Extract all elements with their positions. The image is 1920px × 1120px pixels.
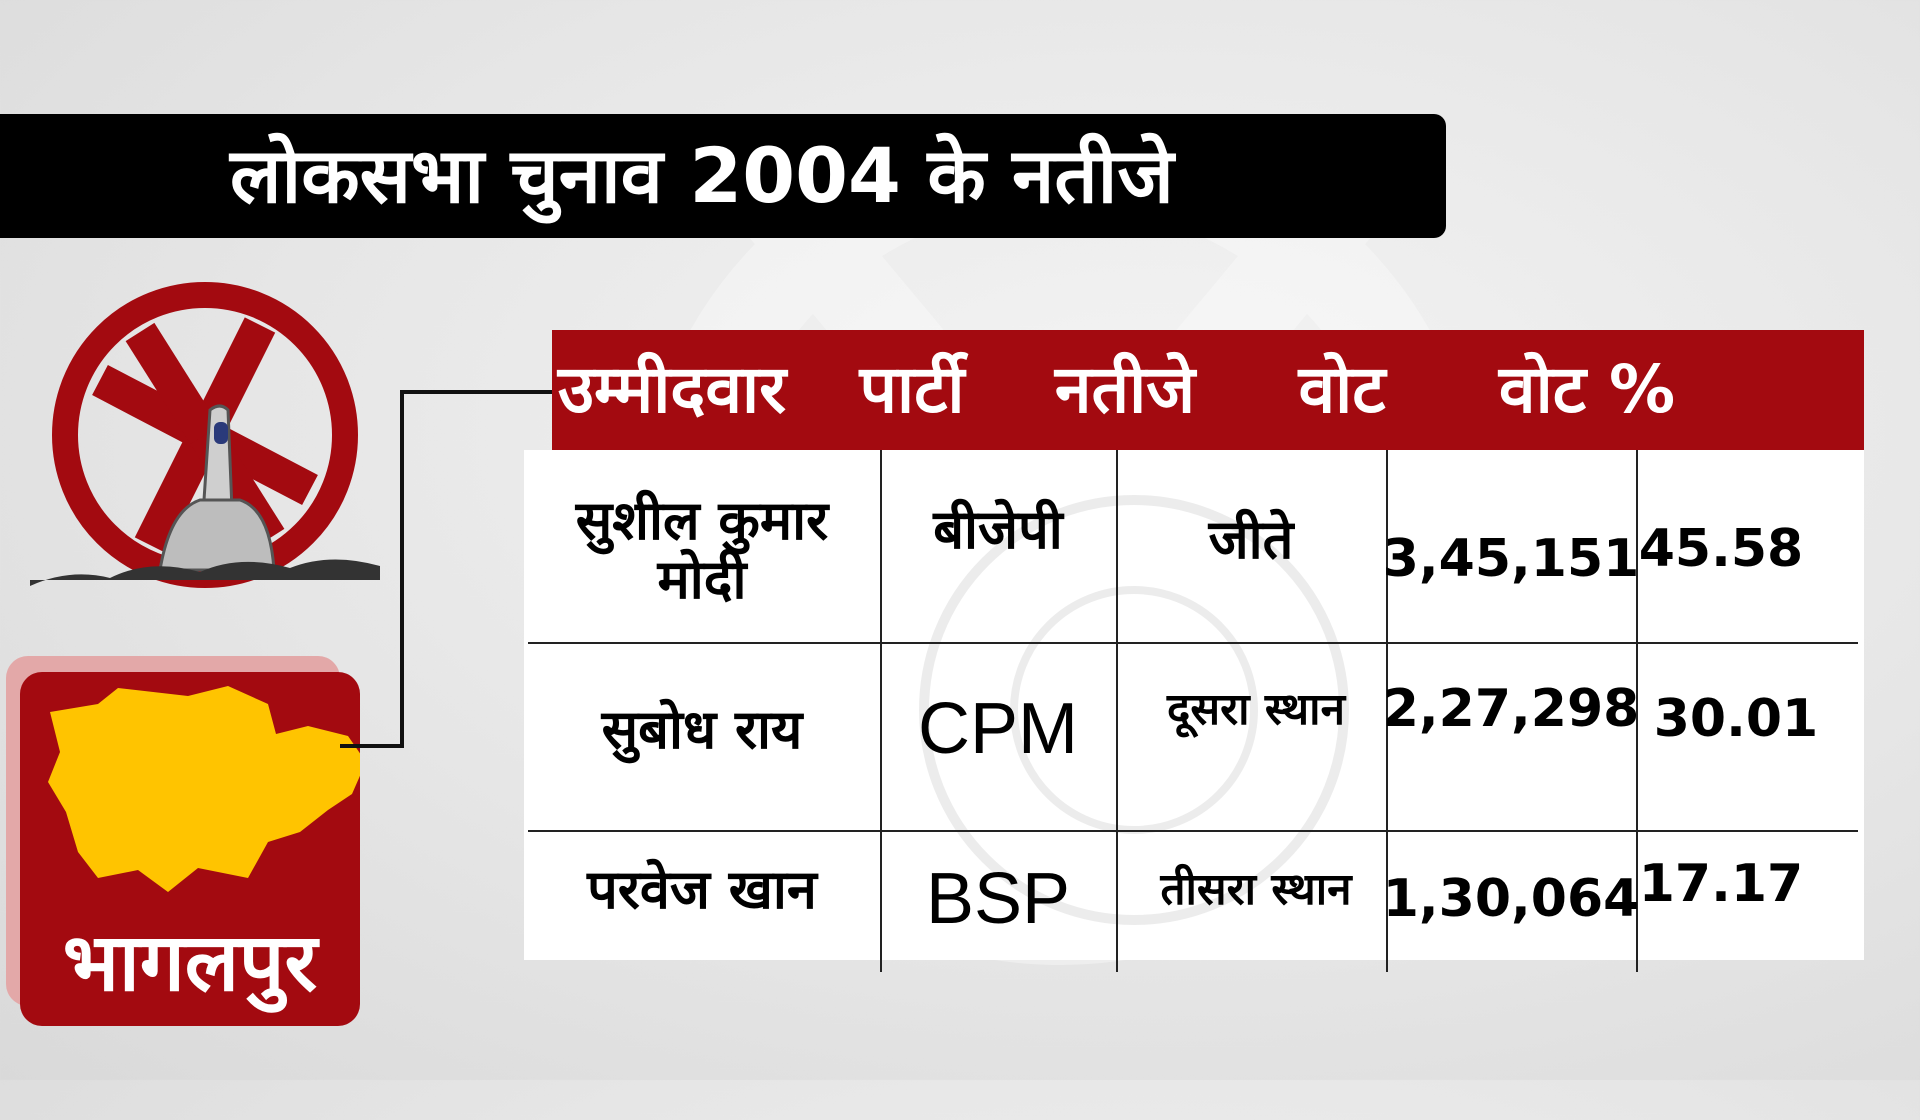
table-row-3-party: BSP <box>925 859 1071 940</box>
table-divider <box>1386 450 1388 972</box>
connector-line <box>340 390 570 748</box>
table-row-1-result: जीते <box>1208 508 1294 572</box>
header-result: नतीजे <box>1054 351 1196 428</box>
table-row-3-vote-percent: 17.17 <box>1638 854 1804 915</box>
table-row-1-candidate: सुशील कुमार मोदी <box>575 488 829 611</box>
table-row-3-votes: 1,30,064 <box>1382 869 1640 930</box>
results-table: उम्मीदवार पार्टी नतीजे वोट वोट % सुशील क… <box>524 330 1864 972</box>
header-vote-percent: वोट % <box>1498 351 1676 428</box>
table-row-3-candidate: परवेज खान <box>587 858 817 922</box>
table-header: उम्मीदवार पार्टी नतीजे वोट वोट % <box>552 330 1864 450</box>
table-body <box>524 450 1864 960</box>
district-map-icon <box>48 686 360 892</box>
table-divider <box>528 830 1858 832</box>
table-row-2-party: CPM <box>918 689 1078 770</box>
header-party: पार्टी <box>859 351 965 428</box>
page-title: लोकसभा चुनाव 2004 के नतीजे <box>230 131 1174 220</box>
table-row-2-votes: 2,27,298 <box>1382 679 1640 740</box>
table-row-2-candidate: सुबोध राय <box>601 698 803 762</box>
table-row-1-votes: 3,45,151 <box>1382 529 1640 590</box>
header-candidate: उम्मीदवार <box>557 351 787 428</box>
table-row-2-result: दूसरा स्थान <box>1167 683 1345 735</box>
header-votes: वोट <box>1298 351 1386 428</box>
district-name: भागलपुर <box>62 916 318 1009</box>
table-row-1-vote-percent: 45.58 <box>1638 519 1804 580</box>
table-divider <box>880 450 882 972</box>
table-row-1-party: बीजेपी <box>933 498 1063 562</box>
table-divider <box>1116 450 1118 972</box>
table-divider <box>528 642 1858 644</box>
table-row-2-vote-percent: 30.01 <box>1653 689 1819 750</box>
election-symbol-icon <box>30 282 380 588</box>
district-badge: भागलपुर <box>20 672 360 1026</box>
table-row-3-result: तीसरा स्थान <box>1160 863 1352 915</box>
table-divider <box>1636 450 1638 972</box>
title-bar: लोकसभा चुनाव 2004 के नतीजे <box>0 114 1446 238</box>
